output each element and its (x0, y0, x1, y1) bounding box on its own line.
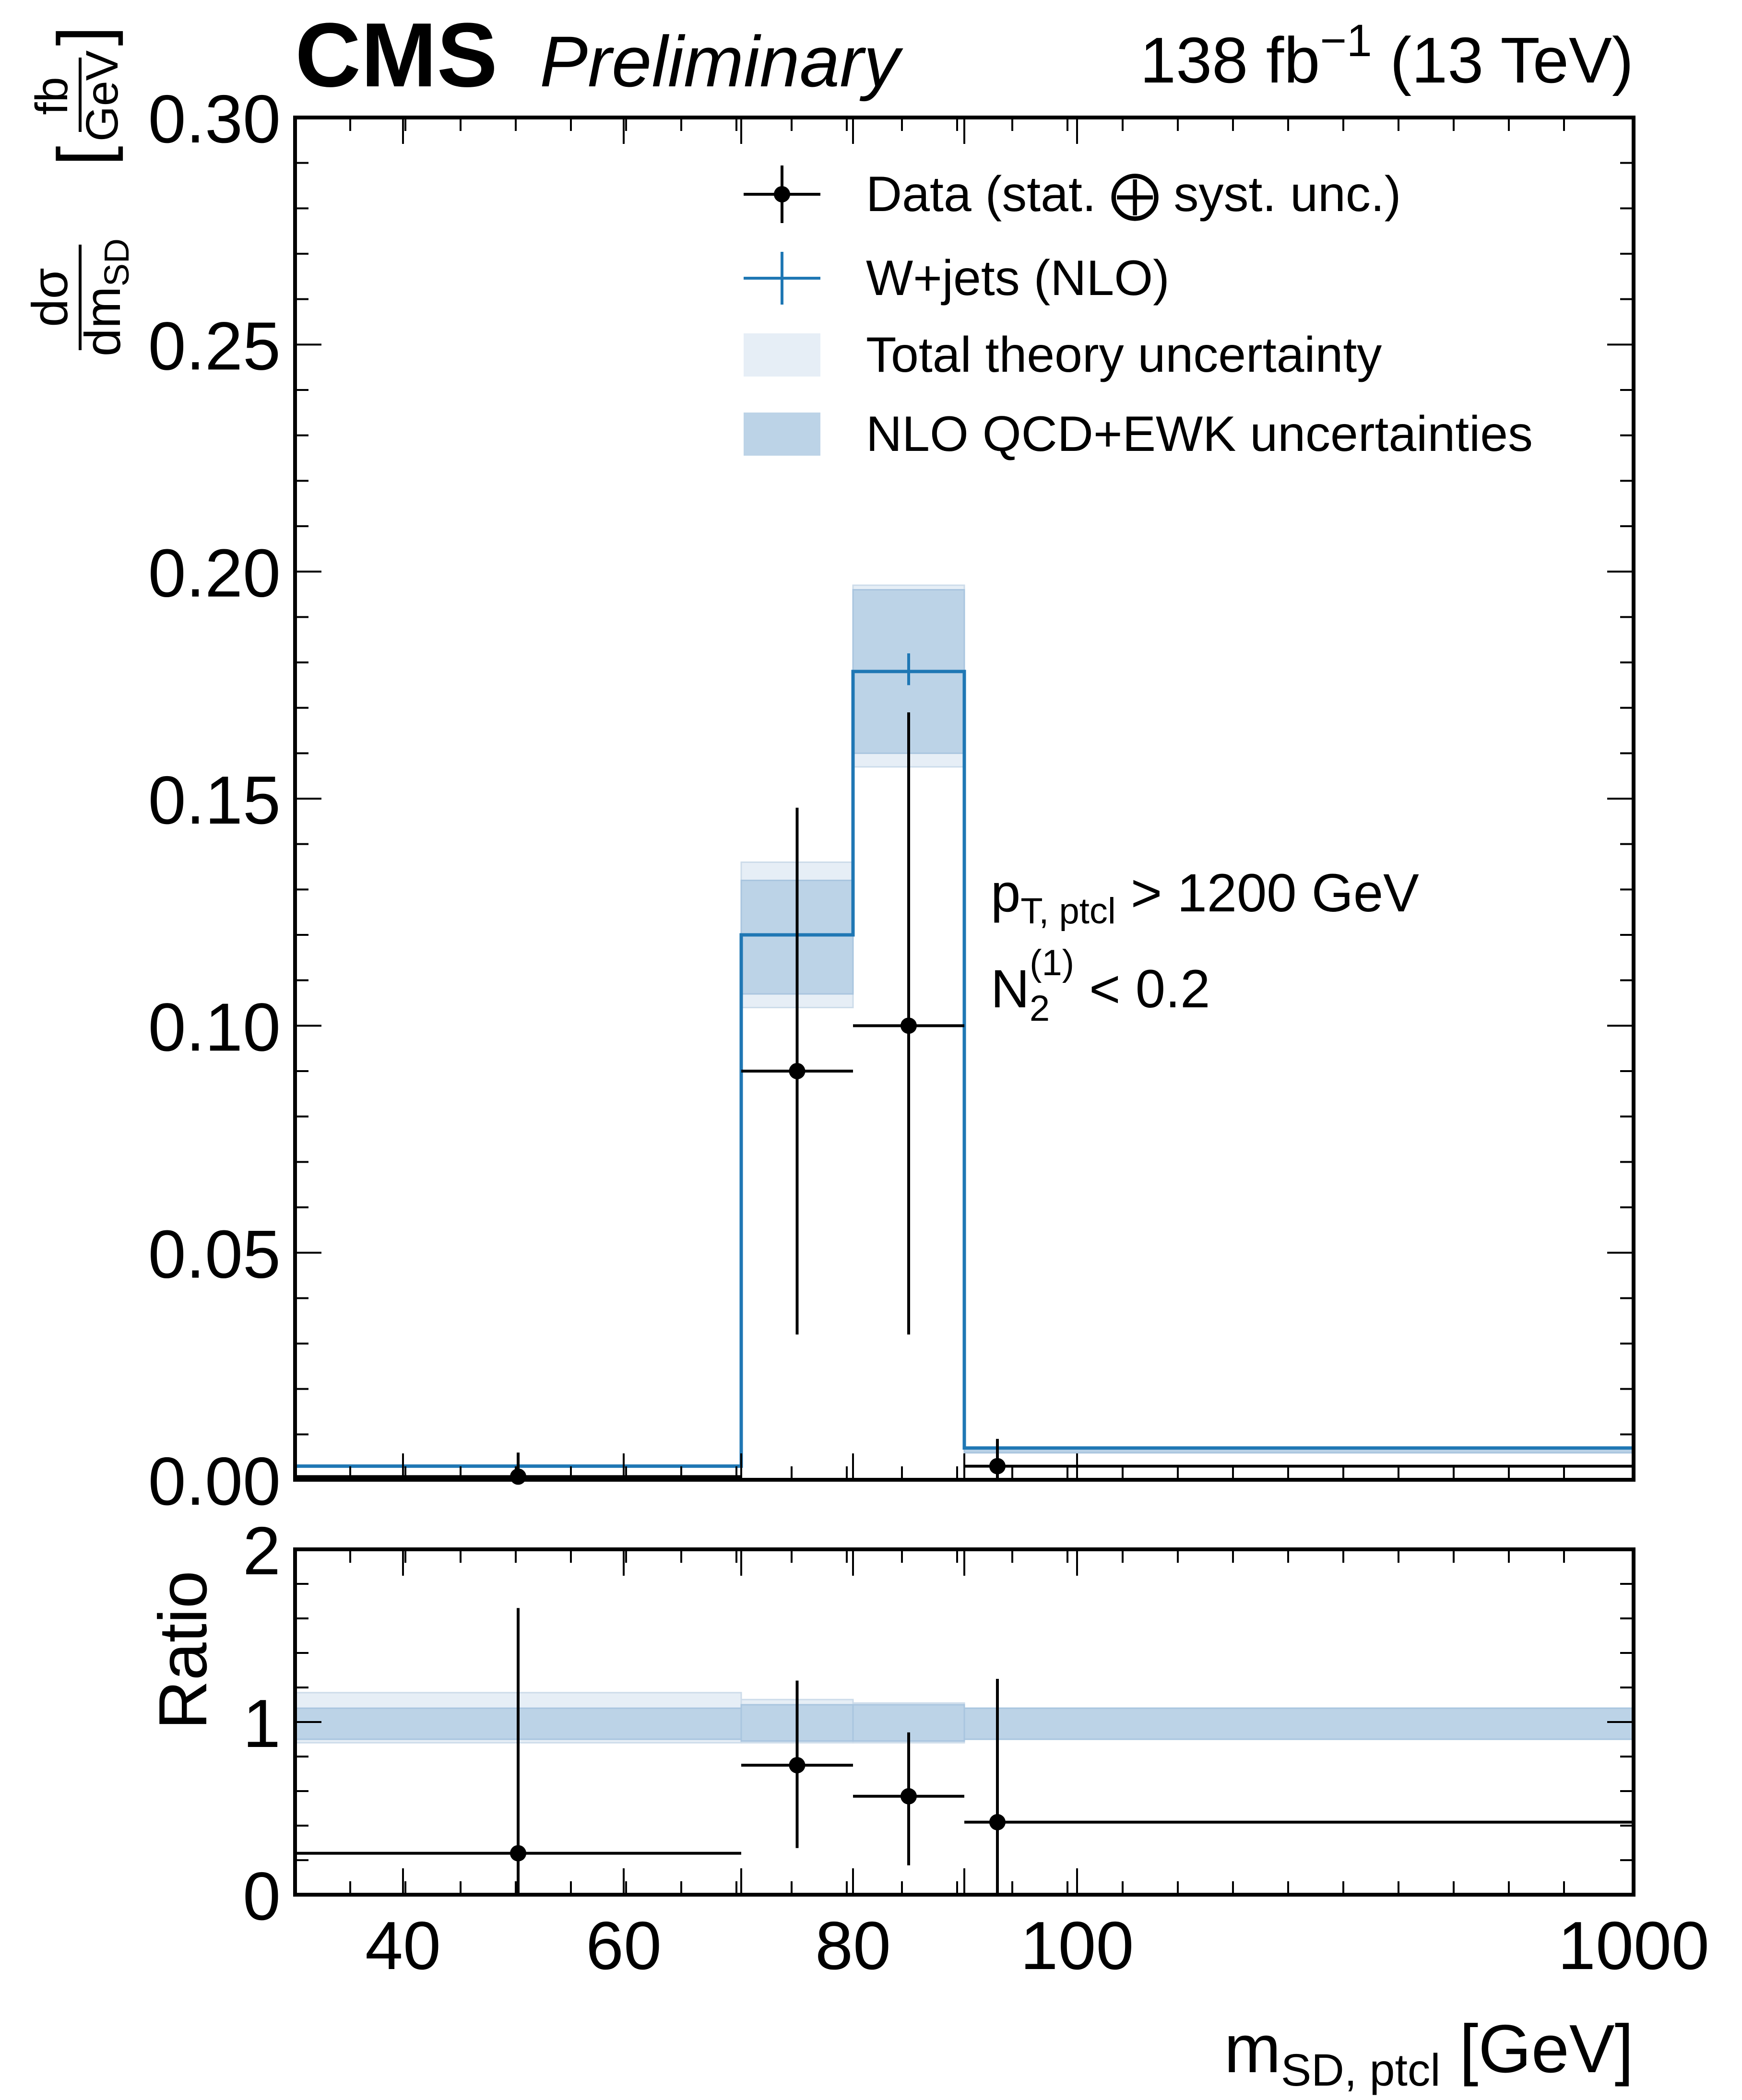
axes (293, 116, 1635, 1897)
y-axis-label-num: dσ (22, 268, 78, 327)
plot-header: CMS Preliminary 138 fb−1 (13 TeV) (295, 4, 1634, 106)
ratio-panel-content (294, 1608, 1635, 1895)
annotation-pt-main: p (991, 863, 1020, 923)
annotation-pt: pT, ptcl > 1200 GeV (991, 863, 1419, 932)
y-tick-label: 0.20 (148, 535, 281, 612)
annotation-n2-sup: (1) (1030, 943, 1074, 983)
ratio-data-point (510, 1845, 526, 1862)
ratio-axis-label: Ratio (145, 1570, 221, 1730)
data-point (789, 1063, 806, 1079)
annotation-n2-rest: < 0.2 (1074, 959, 1210, 1019)
x-axis-label-main: m (1224, 2011, 1281, 2087)
y-tick-label: 0.30 (148, 81, 281, 157)
y-axis-label-lbracket: [ (43, 146, 123, 166)
annotations: pT, ptcl > 1200 GeV N2 (1) < 0.2 (991, 863, 1419, 1029)
x-axis-label: mSD, ptcl [GeV] (1224, 2011, 1634, 2096)
annotation-pt-sub: T, ptcl (1020, 891, 1116, 932)
y-tick-label: 0.00 (148, 1443, 281, 1520)
data-point (989, 1458, 1006, 1475)
status-label: Preliminary (540, 21, 903, 102)
y-axis-label-rbracket: ] (43, 26, 123, 46)
ratio-data-point (901, 1788, 917, 1805)
x-tick-label: 1000 (1558, 1908, 1709, 1984)
ratio-qcd-ewk-band (963, 1707, 1635, 1740)
y-axis-label-den: dmSD (75, 238, 136, 356)
legend-label: Total theory uncertainty (866, 327, 1382, 383)
legend: Data (stat. ⨁ syst. unc.) W+jets (NLO) Tot… (744, 165, 1533, 462)
annotation-n2-main: N (991, 959, 1030, 1019)
nlo-step-line (295, 670, 1634, 1468)
ratio-y-tick-label: 1 (243, 1686, 281, 1762)
x-axis-label-sub: SD, ptcl (1281, 2045, 1441, 2096)
legend-label: Data (stat. ⨁ syst. unc.) (866, 166, 1401, 222)
ratio-data-point (789, 1757, 806, 1773)
x-tick-label: 40 (365, 1908, 441, 1984)
x-tick-label: 80 (815, 1908, 891, 1984)
legend-total-swatch (744, 333, 820, 377)
annotation-pt-rest: > 1200 GeV (1116, 863, 1419, 923)
ratio-data-point (989, 1814, 1006, 1830)
y-axis-label-unit-den: GeV (77, 50, 128, 142)
y-tick-label: 0.05 (148, 1216, 281, 1293)
experiment-label: CMS (295, 4, 498, 106)
legend-label: NLO QCD+EWK uncertainties (866, 406, 1533, 462)
y-axis-label-den-sub: SD (98, 238, 136, 286)
ratio-y-tick-label: 0 (243, 1858, 281, 1935)
x-tick-label: 60 (586, 1908, 662, 1984)
data-point (510, 1468, 526, 1485)
y-tick-label: 0.10 (148, 989, 281, 1065)
y-axis-label-unit-num: fb (26, 77, 77, 115)
y-tick-label: 0.15 (148, 762, 281, 838)
legend-qcd-swatch (744, 413, 820, 456)
axis-labels: 0.00 0.05 0.10 0.15 0.20 0.25 0.30 0 1 2 40 60 80 100… (22, 26, 1709, 2096)
y-axis-label-den-main: dm (75, 286, 131, 356)
ratio-y-tick-label: 2 (243, 1513, 281, 1589)
legend-label: W+jets (NLO) (866, 250, 1170, 306)
upper-panel-content (294, 584, 1635, 1485)
x-tick-label: 100 (1020, 1908, 1134, 1984)
data-point (901, 1017, 917, 1034)
annotation-n2: N2 (1) < 0.2 (991, 943, 1210, 1029)
legend-data-marker (774, 186, 790, 202)
annotation-n2-sub: 2 (1030, 988, 1050, 1029)
y-tick-label: 0.25 (148, 308, 281, 384)
lumi-label: 138 fb−1 (13 TeV) (1140, 15, 1634, 96)
x-axis-label-unit: [GeV] (1441, 2011, 1634, 2087)
